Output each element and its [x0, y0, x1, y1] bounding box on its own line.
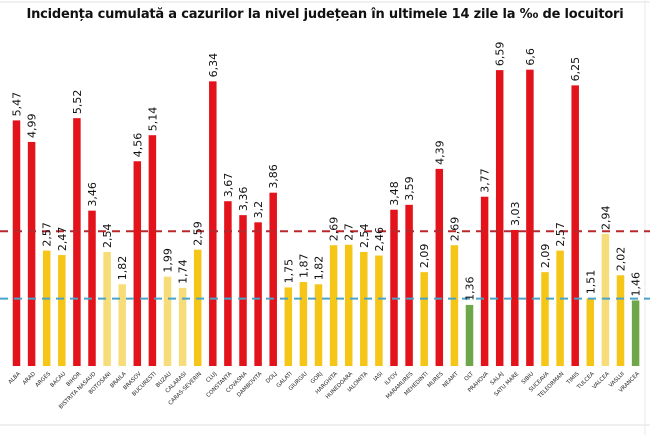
- value-label: 2,69: [328, 217, 341, 242]
- x-tick-label: IASI: [373, 371, 385, 383]
- bar-giurgiu: [299, 282, 308, 366]
- value-labels: 5,474,992,57 2,475,523,462,541,824,565,14…: [11, 42, 643, 301]
- value-label: 4,39: [433, 140, 446, 165]
- bar-braila: [118, 284, 126, 366]
- bar-valcea: [601, 233, 610, 366]
- bar-arad: [27, 141, 36, 366]
- value-label: 3,67: [222, 173, 235, 198]
- bar-teleorman: [556, 250, 564, 366]
- bar-vrancea: [631, 300, 640, 366]
- bar-dambovita: [254, 222, 262, 366]
- value-label: 3,48: [388, 181, 401, 206]
- value-label: 6,59: [494, 42, 507, 67]
- value-label: 2,09: [539, 244, 552, 269]
- x-tick-label: CLUJ: [205, 371, 218, 384]
- bar-ialomita: [360, 251, 368, 366]
- bar-hunedoara: [344, 244, 353, 366]
- bar-bistrita-nasaud: [88, 210, 96, 366]
- x-tick-label: OLT: [464, 371, 476, 383]
- value-label: 2,59: [192, 221, 205, 246]
- value-label: 5,14: [146, 107, 159, 132]
- value-label: 2,57: [554, 222, 567, 247]
- value-label: 2,09: [418, 244, 431, 269]
- value-label: 2,69: [448, 217, 461, 242]
- bar-dolj: [269, 192, 277, 366]
- bar-harghita: [329, 245, 338, 366]
- reference-lines: [0, 230, 650, 300]
- value-label: 6,6: [524, 48, 537, 66]
- bar-brasov: [133, 161, 142, 366]
- bar-galati: [284, 287, 293, 366]
- bar-neamt: [450, 245, 459, 366]
- value-label: 2,47: [56, 227, 69, 252]
- value-label: 1,99: [162, 248, 175, 273]
- value-label: 2,7: [343, 223, 356, 241]
- value-label: 3,36: [237, 187, 250, 212]
- value-label: 2,46: [373, 227, 386, 252]
- value-label: 2,54: [358, 223, 371, 248]
- value-label: 2,54: [101, 223, 114, 248]
- bar-constanta: [224, 201, 232, 366]
- bar-gorj: [314, 284, 323, 366]
- value-label: 3,86: [267, 164, 280, 189]
- value-label: 1,36: [464, 276, 477, 301]
- value-label: 3,2: [252, 201, 265, 219]
- bar-caras-severin: [193, 249, 202, 366]
- value-label: 5,52: [71, 90, 84, 115]
- x-tick-label: BACAU: [49, 371, 67, 389]
- value-label: 3,46: [86, 182, 99, 207]
- bar-tulcea: [586, 298, 595, 366]
- value-label: 5,47: [11, 92, 24, 117]
- bar-cluj: [209, 81, 217, 367]
- value-label: 3,59: [403, 176, 416, 201]
- value-label: 3,03: [509, 201, 522, 226]
- bar-alba: [12, 120, 21, 366]
- bar-olt: [465, 304, 474, 366]
- x-tick-label: ALBA: [8, 371, 23, 386]
- bar-suceava: [541, 272, 549, 366]
- x-tick-label: NEAMT: [442, 371, 460, 389]
- bar-buzau: [163, 276, 172, 366]
- x-tick-label: VALCEA: [591, 371, 610, 390]
- value-label: 4,99: [26, 113, 39, 138]
- bar-satu-mare: [511, 229, 519, 366]
- value-label: 4,56: [131, 133, 144, 158]
- value-label: 2,94: [599, 205, 612, 230]
- bar-mures: [435, 168, 444, 366]
- bar-vaslui: [616, 275, 625, 366]
- bar-iasi: [375, 255, 383, 366]
- bar-bacau: [58, 255, 66, 366]
- bar-botosani: [103, 251, 111, 366]
- value-label: 1,51: [584, 270, 597, 295]
- bar-ilfov: [390, 209, 398, 366]
- bar-covasna: [239, 215, 247, 366]
- bar-mehedinti: [420, 272, 428, 366]
- bar-sibiu: [526, 69, 534, 366]
- value-label: 2,57: [41, 222, 54, 247]
- bar-arges: [42, 250, 51, 366]
- bar-bucuresti: [148, 135, 157, 366]
- value-label: 6,34: [207, 53, 220, 78]
- value-label: 1,46: [630, 272, 643, 297]
- value-label: 3,77: [479, 168, 492, 193]
- bar-salaj: [495, 70, 504, 366]
- bar-prahova: [480, 196, 489, 366]
- bar-bihor: [73, 118, 81, 366]
- value-label: 1,82: [313, 256, 326, 281]
- value-label: 6,25: [569, 57, 582, 82]
- bar-maramures: [405, 204, 413, 366]
- bar-calarasi: [178, 287, 187, 366]
- value-label: 1,75: [282, 259, 295, 284]
- value-label: 1,87: [297, 254, 310, 279]
- value-label: 1,82: [116, 256, 129, 281]
- bars: [12, 69, 640, 367]
- bar-timis: [571, 85, 579, 366]
- value-label: 2,02: [615, 247, 628, 272]
- chart-title: Incidența cumulată a cazurilor la nivel …: [26, 7, 624, 22]
- value-label: 1,74: [177, 259, 190, 284]
